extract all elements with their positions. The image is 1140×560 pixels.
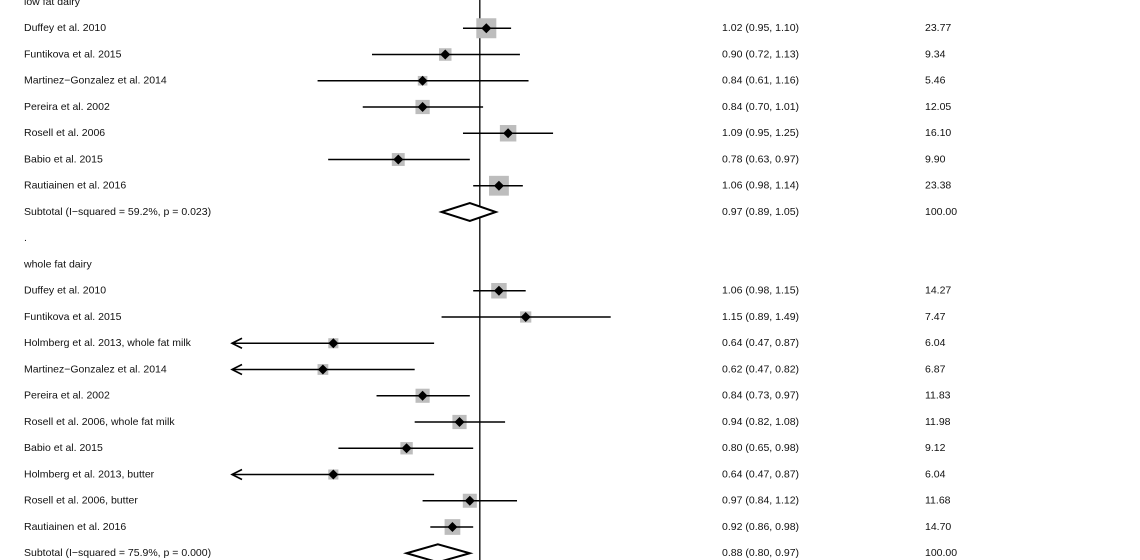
study-label: Babio et al. 2015 [24,153,103,165]
study-label: Holmberg et al. 2013, whole fat milk [24,337,192,349]
ci-label: 0.64 (0.47, 0.87) [722,468,799,480]
weight-label: 14.70 [925,521,951,533]
separator: . [24,232,27,244]
weight-label: 9.90 [925,153,946,165]
estimate-marker [440,49,451,60]
estimate-marker [317,364,328,375]
ci-label: 1.15 (0.89, 1.49) [722,311,799,323]
study-label: Duffey et al. 2010 [24,22,106,34]
ci-label: 0.84 (0.73, 0.97) [722,390,799,402]
ci-label: 0.80 (0.65, 0.98) [722,442,799,454]
weight-label: 6.87 [925,363,946,375]
estimate-marker [417,102,428,112]
study-label: Funtikova et al. 2015 [24,48,122,60]
group-title: whole fat dairy [23,258,92,270]
study-label: Rautiainen et al. 2016 [24,521,126,533]
estimate-marker [520,312,531,322]
study-label: Rosell et al. 2006 [24,127,105,139]
estimate-marker [417,75,428,86]
study-label: Pereira et al. 2002 [24,390,110,402]
ci-arrow [230,363,243,376]
ci-label: 1.02 (0.95, 1.10) [722,22,799,34]
estimate-marker [417,390,428,401]
group-title: low fat dairy [24,0,81,8]
ci-label: 1.06 (0.98, 1.14) [722,180,799,192]
weight-label: 6.04 [925,337,946,349]
study-label: Rosell et al. 2006, butter [24,495,138,507]
estimate-marker [401,443,412,454]
ci-label: 0.90 (0.72, 1.13) [722,48,799,60]
study-label: Duffey et al. 2010 [24,285,106,297]
ci-label: 0.88 (0.80, 0.97) [722,547,799,559]
study-label: Rautiainen et al. 2016 [24,180,126,192]
estimate-marker [454,417,465,427]
estimate-marker [464,495,475,506]
estimate-marker [328,469,339,480]
weight-label: 9.34 [925,48,946,60]
weight-label: 100.00 [925,206,957,218]
ci-label: 0.62 (0.47, 0.82) [722,363,799,375]
ci-arrow [230,468,243,481]
weight-label: 12.05 [925,101,951,113]
ci-label: 0.97 (0.89, 1.05) [722,206,799,218]
estimate-marker [328,338,339,349]
estimate-marker [503,128,514,139]
estimate-marker [393,154,404,165]
estimate-marker [493,180,504,191]
study-label: Rosell et al. 2006, whole fat milk [24,416,175,428]
weight-label: 23.77 [925,22,951,34]
ci-label: 0.94 (0.82, 1.08) [722,416,799,428]
estimate-marker [447,522,458,532]
study-label: Martinez−Gonzalez et al. 2014 [24,75,167,87]
ci-label: 0.92 (0.86, 0.98) [722,521,799,533]
subtotal-label: Subtotal (I−squared = 59.2%, p = 0.023) [24,206,211,218]
subtotal-label: Subtotal (I−squared = 75.9%, p = 0.000) [24,547,211,559]
weight-label: 11.98 [925,416,951,428]
estimate-marker [481,23,492,34]
ci-label: 0.78 (0.63, 0.97) [722,153,799,165]
weight-label: 5.46 [925,75,946,87]
ci-label: 1.06 (0.98, 1.15) [722,285,799,297]
weight-label: 11.68 [925,495,951,507]
ci-label: 0.64 (0.47, 0.87) [722,337,799,349]
weight-label: 23.38 [925,180,951,192]
ci-arrow [230,337,243,349]
ci-label: 0.97 (0.84, 1.12) [722,495,799,507]
study-label: Martinez−Gonzalez et al. 2014 [24,363,167,375]
weight-label: 6.04 [925,468,946,480]
study-label: Babio et al. 2015 [24,442,103,454]
study-label: Pereira et al. 2002 [24,101,110,113]
weight-label: 14.27 [925,285,951,297]
estimate-marker [493,285,504,296]
study-label: Funtikova et al. 2015 [24,311,122,323]
weight-label: 100.00 [925,547,957,559]
subtotal-diamond [438,201,499,223]
weight-label: 11.83 [925,390,951,402]
study-label: Holmberg et al. 2013, butter [24,468,155,480]
weight-label: 7.47 [925,311,946,323]
ci-label: 0.84 (0.61, 1.16) [722,75,799,87]
ci-label: 1.09 (0.95, 1.25) [722,127,799,139]
weight-label: 9.12 [925,442,946,454]
weight-label: 16.10 [925,127,951,139]
ci-label: 0.84 (0.70, 1.01) [722,101,799,113]
subtotal-diamond [402,543,474,560]
